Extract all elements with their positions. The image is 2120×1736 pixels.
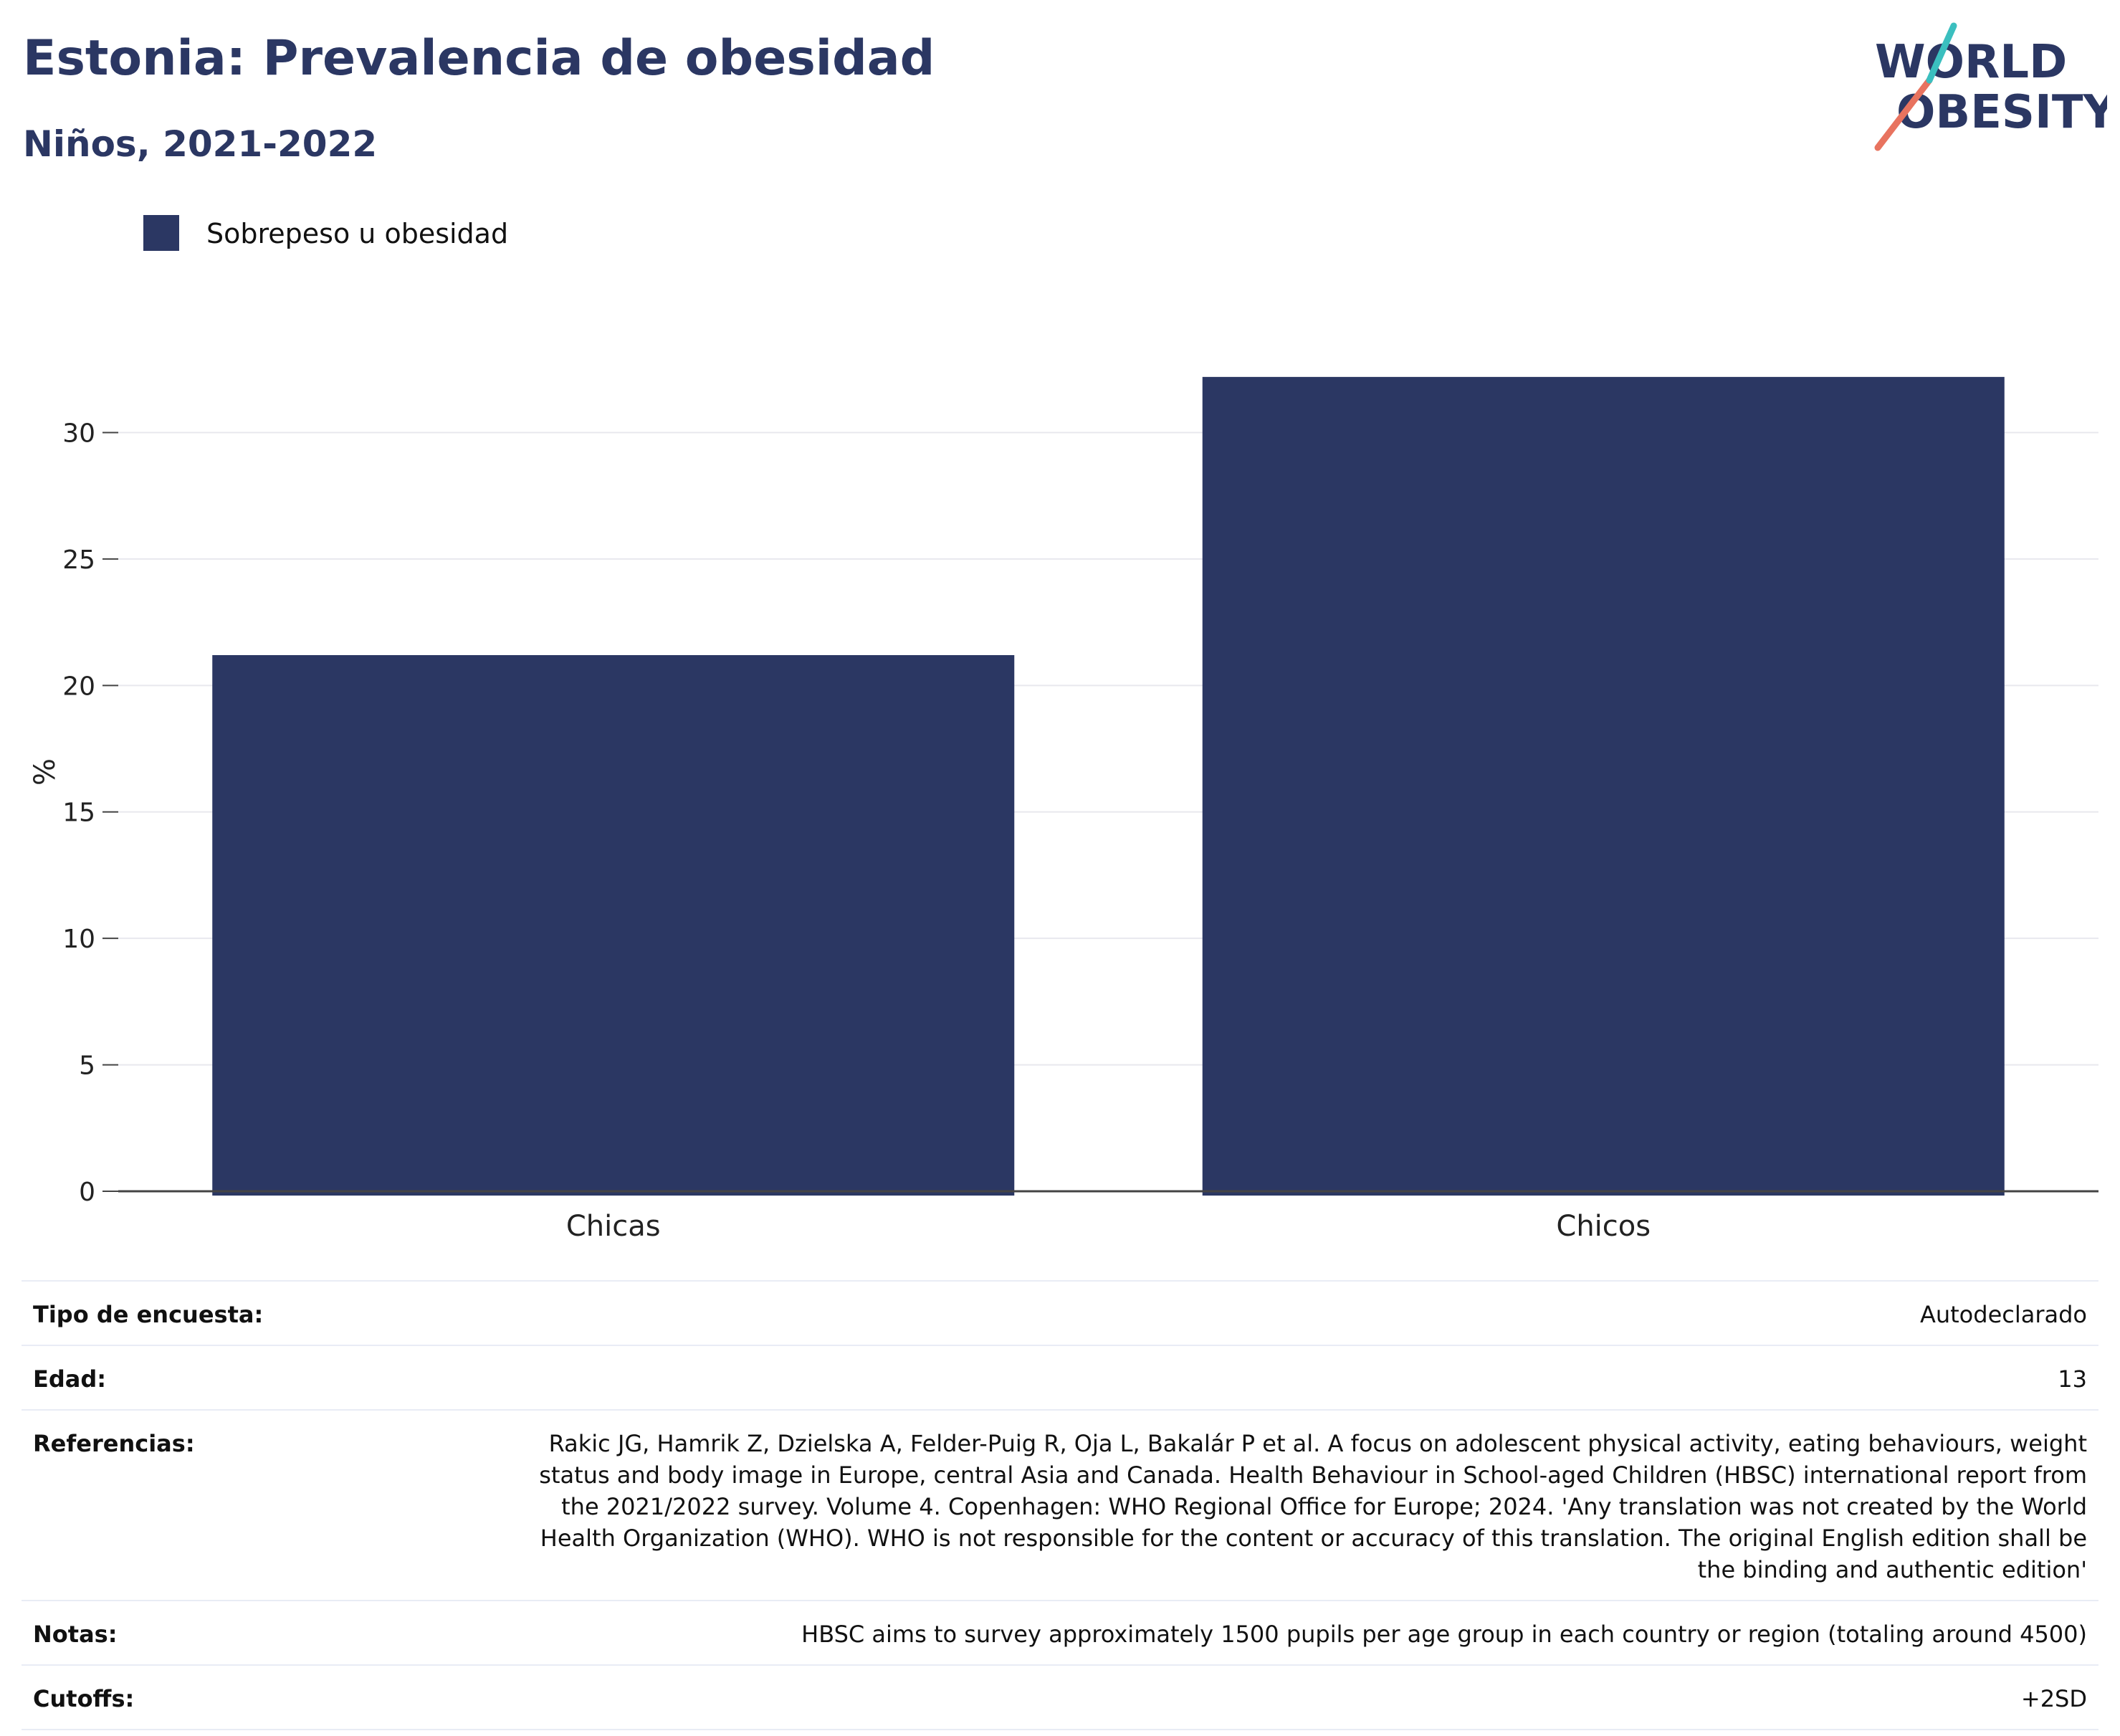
logo-red-stroke [1874, 77, 1933, 151]
meta-value: 13 [2058, 1365, 2087, 1393]
survey-metadata-table: Tipo de encuesta: Autodeclarado Edad: 13… [22, 1280, 2098, 1730]
y-tick-label: 20 [62, 672, 95, 701]
meta-row-references: Referencias: Rakic JG, Hamrik Z, Dzielsk… [22, 1409, 2098, 1600]
y-tick-label: 10 [62, 925, 95, 954]
logo-teal-stroke [1926, 22, 1957, 84]
meta-row-age: Edad: 13 [22, 1345, 2098, 1409]
page-subtitle: Niños, 2021-2022 [23, 123, 378, 165]
meta-row-cutoffs: Cutoffs: +2SD [22, 1664, 2098, 1730]
bar-chart: 0 5 10 15 20 25 30% Chicas Chicos [29, 376, 2098, 1243]
meta-value: Rakic JG, Hamrik Z, Dzielska A, Felder-P… [539, 1430, 2087, 1583]
y-tick-label: 30 [62, 419, 95, 448]
meta-key: Notas: [33, 1621, 118, 1648]
page-title: Estonia: Prevalencia de obesidad [23, 30, 935, 87]
bar-chicos [1202, 376, 2005, 1196]
bar-chicas [212, 654, 1015, 1196]
x-tick-label: Chicos [1556, 1210, 1651, 1243]
meta-value: +2SD [2020, 1685, 2087, 1712]
logo-line-1: WORLD [1875, 36, 2067, 89]
logo-line-2: OBESITY [1896, 86, 2107, 139]
meta-value: HBSC aims to survey approximately 1500 p… [801, 1621, 2087, 1648]
meta-key: Referencias: [33, 1430, 195, 1457]
x-tick-label: Chicas [566, 1210, 661, 1243]
meta-value: Autodeclarado [1919, 1301, 2087, 1328]
meta-row-notes: Notas: HBSC aims to survey approximately… [22, 1600, 2098, 1664]
legend-label: Sobrepeso u obesidad [206, 218, 509, 249]
meta-key: Edad: [33, 1365, 107, 1393]
y-tick-label: 0 [79, 1178, 95, 1207]
y-tick-label: 25 [62, 545, 95, 575]
meta-key: Cutoffs: [33, 1685, 135, 1712]
legend-swatch [143, 215, 179, 251]
y-tick-label: 5 [79, 1051, 95, 1081]
y-tick-label: 15 [62, 798, 95, 828]
y-axis-label: % [29, 758, 62, 786]
meta-key: Tipo de encuesta: [33, 1301, 264, 1328]
meta-row-survey-type: Tipo de encuesta: Autodeclarado [22, 1280, 2098, 1345]
world-obesity-logo: WORLD OBESITY [1874, 22, 2107, 151]
